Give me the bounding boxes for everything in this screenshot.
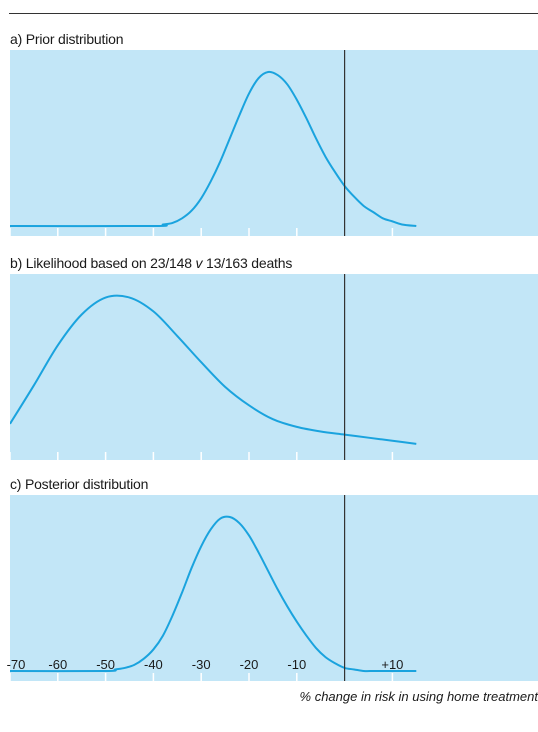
x-tick-label: -70 <box>6 657 26 672</box>
panel-b-title-text-1: b) Likelihood based on 23/148 <box>10 255 196 271</box>
panel-b-plot <box>10 274 538 460</box>
panel-background <box>10 274 538 460</box>
top-rule <box>9 13 538 14</box>
x-tick-label: +10 <box>381 657 404 672</box>
x-tick-label: -60 <box>48 657 68 672</box>
density-curve <box>10 70 417 228</box>
panel-a-plot <box>10 50 538 236</box>
panel-c-title-text: c) Posterior distribution <box>10 476 149 492</box>
panel-b-title: b) Likelihood based on 23/148 v 13/163 d… <box>10 255 292 271</box>
x-tick-label: -10 <box>287 657 307 672</box>
x-tick-label: -20 <box>239 657 259 672</box>
x-tick-label: -30 <box>191 657 211 672</box>
x-axis-label: % change in risk in using home treatment <box>299 689 538 704</box>
panel-background <box>10 50 538 236</box>
density-curve <box>10 515 417 673</box>
x-tick-label: -50 <box>96 657 115 672</box>
x-tick-label: -40 <box>143 657 163 672</box>
panel-background <box>10 495 538 681</box>
panel-c-title: c) Posterior distribution <box>10 476 148 492</box>
panel-c-plot <box>10 495 538 681</box>
panel-a-title-text: a) Prior distribution <box>10 31 124 47</box>
density-curve <box>10 294 417 445</box>
panel-b-title-versus: v <box>195 255 203 271</box>
panel-b-title-text-2: 13/163 deaths <box>202 255 293 271</box>
panel-a-title: a) Prior distribution <box>10 31 123 47</box>
